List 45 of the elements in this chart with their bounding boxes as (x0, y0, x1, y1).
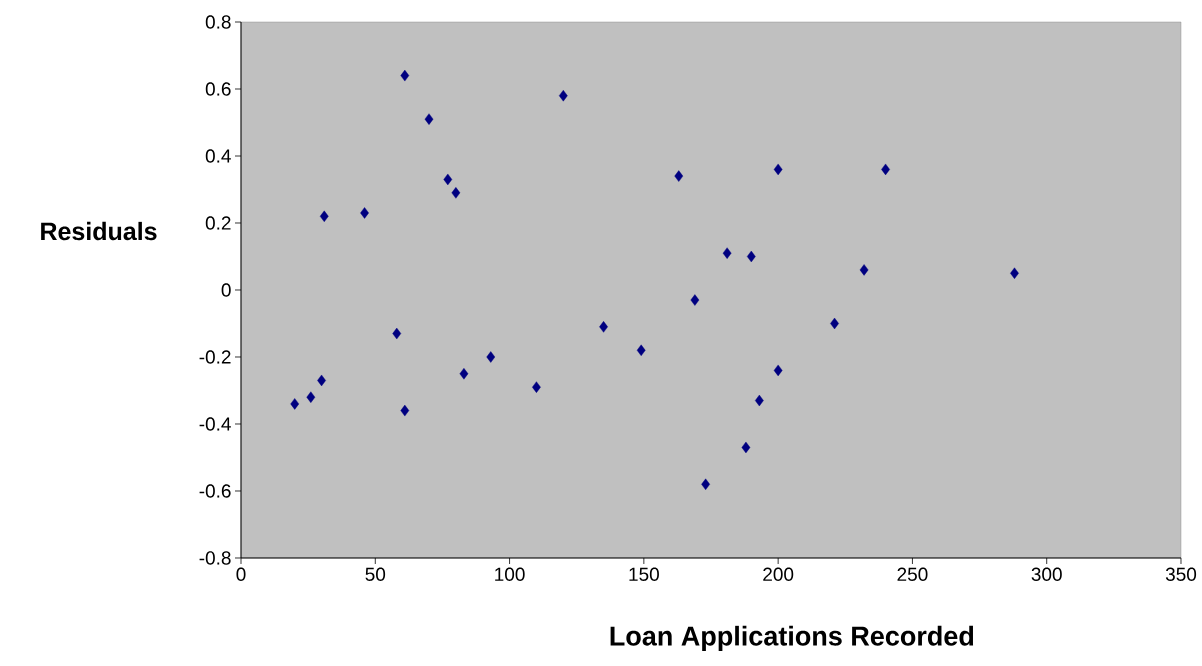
point (451, 187, 461, 199)
y-tick-label: 0.6 (205, 82, 231, 96)
y-axis-title: Residuals (41, 221, 157, 241)
x-tick-label: 100 (495, 567, 525, 581)
x-tick-label: 200 (763, 567, 794, 581)
x-axis-title: Loan Applications Recorded (610, 625, 974, 651)
point (1010, 267, 1019, 279)
point (319, 210, 329, 222)
point (424, 113, 434, 125)
x-tick-label: 350 (1165, 567, 1197, 581)
y-tick-label: 0 (221, 283, 231, 297)
point (306, 391, 316, 403)
point (741, 441, 751, 454)
y-tick-label: 0.4 (205, 149, 231, 163)
point (392, 327, 402, 340)
point (859, 264, 869, 276)
point (486, 351, 496, 363)
point (773, 364, 783, 377)
y-tick-label: -0.6 (199, 484, 231, 498)
point (532, 381, 541, 393)
point (360, 207, 369, 219)
point (690, 294, 700, 306)
point (290, 398, 300, 410)
y-tick-label: -0.8 (199, 551, 231, 565)
point (636, 344, 646, 356)
point (400, 404, 410, 417)
point (599, 321, 608, 333)
y-tick-label: -0.4 (199, 417, 231, 431)
point (400, 69, 410, 82)
point (558, 90, 568, 102)
point (701, 478, 710, 490)
point (773, 163, 783, 176)
y-tick-label: -0.2 (199, 350, 231, 364)
point (746, 250, 756, 263)
x-tick-label: 150 (629, 567, 659, 581)
x-tick-label: 0 (236, 567, 246, 581)
y-tick-label: 0.2 (205, 216, 231, 230)
y-tick-label: 0.8 (205, 15, 231, 29)
point (443, 173, 453, 186)
point (459, 368, 469, 380)
x-tick-label: 50 (365, 567, 386, 581)
x-tick-label: 300 (1031, 567, 1062, 581)
point (722, 247, 732, 259)
x-tick-label: 250 (897, 567, 928, 581)
point (674, 170, 684, 182)
